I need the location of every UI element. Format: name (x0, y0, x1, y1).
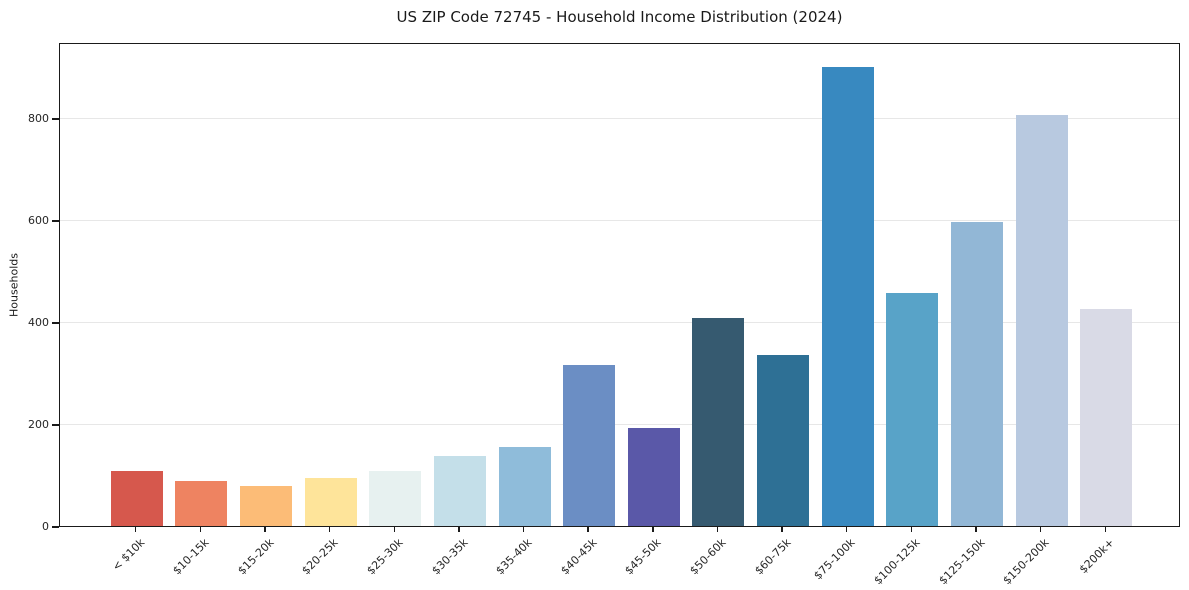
bar-< $10k (110, 470, 163, 526)
ytick-mark (52, 220, 59, 222)
gridline-y-400 (60, 321, 1179, 323)
xtick-mark (846, 527, 848, 532)
ytick-label-800: 800 (28, 111, 49, 125)
bar-$25-30k (369, 470, 422, 526)
ytick-label-200: 200 (28, 417, 49, 431)
bar-$45-50k (627, 427, 680, 526)
xtick-mark (1039, 527, 1042, 532)
xtick-label-$100-125k: $100-125k (871, 536, 923, 588)
ytick-label-400: 400 (28, 315, 49, 329)
bar-$10-15k (175, 481, 228, 526)
xtick-label-$200k+: $200k+ (1076, 536, 1117, 577)
xtick-label-$125-150k: $125-150k (936, 536, 988, 588)
gridline-y-600 (60, 219, 1179, 221)
ytick-mark (52, 118, 59, 120)
xtick-label-$15-20k: $15-20k (234, 536, 277, 578)
bar-$20-25k (304, 477, 357, 526)
bar-$125-150k (951, 221, 1004, 526)
xtick-label-$35-40k: $35-40k (493, 536, 535, 578)
ytick-label-600: 600 (28, 213, 49, 227)
bar-$100-125k (886, 292, 939, 526)
xtick-label-$40-45k: $40-45k (558, 536, 600, 578)
xtick-mark (264, 527, 266, 532)
xtick-mark (716, 527, 719, 532)
xtick-mark (652, 527, 654, 532)
xtick-label-$10-15k: $10-15k (170, 536, 212, 578)
xtick-label-$30-35k: $30-35k (428, 536, 471, 578)
bar-$60-75k (757, 354, 810, 526)
y-axis-label: Households (7, 253, 21, 317)
xtick-mark (910, 527, 913, 532)
xtick-mark (781, 527, 783, 532)
xtick-mark (587, 527, 589, 532)
xtick-label-$150-200k: $150-200k (1000, 536, 1052, 588)
bar-$75-100k (821, 67, 874, 526)
ytick-mark (52, 322, 59, 324)
xtick-mark (975, 527, 977, 532)
plot-area (59, 43, 1180, 527)
ytick-label-0: 0 (42, 520, 49, 533)
bar-$30-35k (433, 456, 486, 526)
chart-title: US ZIP Code 72745 - Household Income Dis… (396, 8, 843, 26)
bar-$15-20k (239, 486, 292, 526)
xtick-label-$50-60k: $50-60k (687, 536, 729, 578)
xtick-mark (522, 527, 525, 532)
bar-$200k+ (1080, 309, 1133, 526)
bar-$35-40k (498, 447, 551, 526)
bar-$50-60k (692, 317, 745, 526)
xtick-label-$25-30k: $25-30k (364, 536, 406, 578)
xtick-mark (328, 527, 331, 532)
xtick-label-< $10k: < $10k (109, 536, 147, 574)
xtick-mark (135, 527, 137, 532)
xtick-mark (199, 527, 202, 532)
ytick-mark (52, 526, 59, 528)
xtick-label-$45-50k: $45-50k (622, 536, 665, 578)
xtick-mark (1104, 527, 1106, 532)
xtick-mark (458, 527, 460, 532)
bar-$40-45k (563, 365, 616, 526)
gridline-y-800 (60, 117, 1179, 119)
xtick-label-$20-25k: $20-25k (299, 536, 341, 578)
bar-$150-200k (1015, 114, 1068, 526)
gridline-y-200 (60, 423, 1179, 425)
xtick-mark (393, 527, 395, 532)
ytick-mark (52, 424, 59, 426)
xtick-label-$60-75k: $60-75k (752, 536, 794, 578)
xtick-label-$75-100k: $75-100k (811, 536, 858, 583)
